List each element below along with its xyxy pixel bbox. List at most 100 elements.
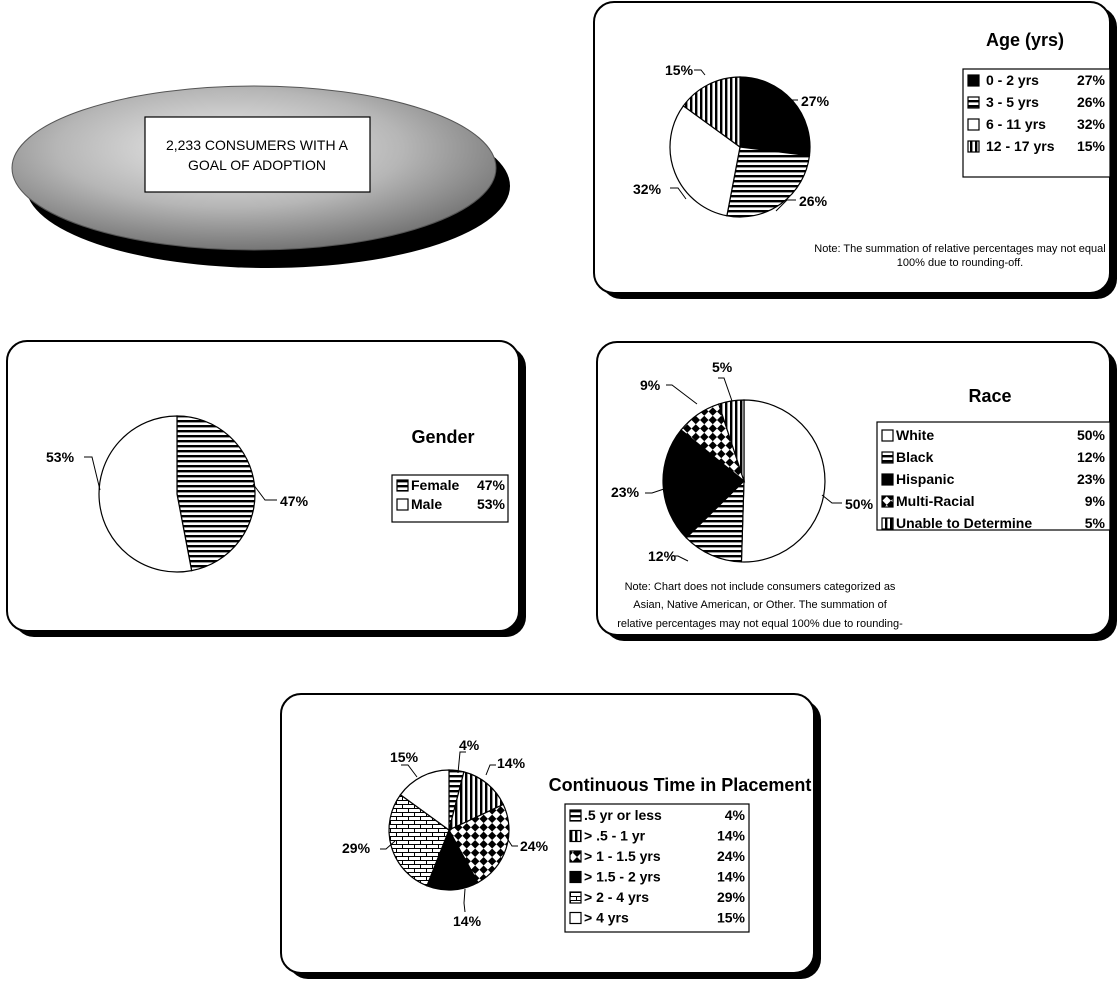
race-legend-name-black: Black (896, 449, 934, 465)
banner: 2,233 CONSUMERS WITH A GOAL OF ADOPTION (11, 85, 510, 268)
race-chart: Race White 50% Black 12% Hispanic 23% Multi-Ra… (611, 359, 1111, 630)
placement-legend-swatch-1-1-5-yrs (569, 850, 582, 863)
gender-legend-name-male: Male (411, 496, 442, 512)
gender-legend (391, 474, 509, 523)
gender-label-male: 53% (46, 449, 75, 465)
placement-legend-value-5-yr-or-less: 4% (725, 807, 746, 823)
placement-legend-name-5-yr-or-less: .5 yr or less (584, 807, 662, 823)
placement-title: Continuous Time in Placement (549, 775, 812, 795)
placement-label-3: 14% (453, 913, 482, 929)
race-slice-black (685, 479, 745, 563)
race-legend-name-hispanic: Hispanic (896, 471, 955, 487)
placement-label-2: 24% (520, 838, 549, 854)
age-label-12-17: 15% (665, 62, 694, 78)
gender-title: Gender (411, 427, 474, 447)
age-legend-value-0-2-yrs: 27% (1077, 72, 1106, 88)
age-label-0-2: 27% (801, 93, 830, 109)
race-legend-value-black: 12% (1077, 449, 1106, 465)
age-legend-swatch-6-11-yrs (967, 118, 980, 131)
race-legend-swatch-hispanic (881, 473, 894, 486)
placement-slice-4-yrs (399, 769, 450, 832)
race-legend-value-white: 50% (1077, 427, 1106, 443)
gender-slice-male (98, 415, 193, 573)
placement-legend-swatch-2-4-yrs (569, 891, 582, 904)
race-legend-swatch-multi-racial (881, 495, 894, 508)
placement-slice-2-4-yrs (388, 793, 450, 887)
age-pie (669, 76, 811, 218)
placement-legend-name-4-yrs: > 4 yrs (584, 910, 629, 926)
age-legend-value-12-17-yrs: 15% (1077, 138, 1106, 154)
race-slice-unable-to-determine (717, 399, 745, 482)
race-pie (662, 399, 826, 563)
placement-slice-1-5-2-yrs (426, 828, 479, 891)
race-slice-hispanic (662, 429, 745, 539)
gender-legend-value-male: 53% (477, 496, 506, 512)
race-legend-name-unable-to-determine: Unable to Determine (896, 515, 1032, 531)
banner-line-1: 2,233 CONSUMERS WITH A (166, 137, 349, 153)
race-legend-items: White 50% Black 12% Hispanic 23% Multi-Racial 9… (881, 427, 1106, 531)
race-legend-value-multi-racial: 9% (1085, 493, 1106, 509)
age-legend-swatch-3-5-yrs (967, 96, 980, 109)
race-legend-value-hispanic: 23% (1077, 471, 1106, 487)
placement-legend-value-1-1-5-yrs: 24% (717, 848, 746, 864)
placement-chart: Continuous Time in Placement .5 yr or le… (342, 737, 812, 933)
placement-legend-value-2-4-yrs: 29% (717, 889, 746, 905)
age-legend-name-0-2-yrs: 0 - 2 yrs (986, 72, 1039, 88)
race-label-unable: 5% (712, 359, 733, 375)
gender-legend-swatch-female (396, 479, 409, 492)
placement-legend (564, 803, 750, 933)
race-note-line-3: relative percentages may not equal 100% … (617, 618, 903, 630)
race-label-black: 12% (648, 548, 677, 564)
gender-pie (98, 415, 256, 573)
age-label-3-5: 26% (799, 193, 828, 209)
race-legend-value-unable-to-determine: 5% (1085, 515, 1106, 531)
gender-chart: Gender Female 47% Male 53% 47% 53% (46, 415, 509, 573)
placement-label-1: 14% (497, 755, 526, 771)
race-legend-name-multi-racial: Multi-Racial (896, 493, 975, 509)
gender-legend-value-female: 47% (477, 477, 506, 493)
banner-box (144, 116, 371, 193)
placement-slice-1-1-5-yrs (448, 803, 510, 884)
placement-slice-5-1-yr (448, 771, 505, 832)
gender-label-female: 47% (280, 493, 309, 509)
placement-legend-value-5-1-yr: 14% (717, 828, 746, 844)
race-legend (876, 421, 1111, 531)
placement-legend-name-1-5-2-yrs: > 1.5 - 2 yrs (584, 869, 661, 885)
placement-legend-value-4-yrs: 15% (717, 910, 746, 926)
age-note-line-1: Note: The summation of relative percenta… (814, 243, 1105, 255)
age-slice-12-17-yrs (682, 76, 741, 149)
age-label-6-11: 32% (633, 181, 662, 197)
age-legend-swatch-12-17-yrs (967, 140, 980, 153)
placement-legend-swatch-1-5-2-yrs (569, 870, 582, 884)
age-note-line-2: 100% due to rounding-off. (897, 257, 1023, 269)
placement-legend-swatch-4-yrs (569, 911, 582, 925)
age-chart: Age (yrs) 0 - 2 yrs 27% 3 - 5 yrs 26% 6 - 11… (633, 30, 1111, 269)
age-slice-0-2-yrs (739, 76, 811, 157)
race-label-hispanic: 23% (611, 484, 640, 500)
race-legend-swatch-white (881, 429, 894, 442)
gender-legend-swatch-male (396, 498, 409, 511)
age-legend-name-3-5-yrs: 3 - 5 yrs (986, 94, 1039, 110)
age-legend-value-3-5-yrs: 26% (1077, 94, 1106, 110)
age-legend-name-12-17-yrs: 12 - 17 yrs (986, 138, 1055, 154)
race-note-line-2: Asian, Native American, or Other. The su… (633, 599, 887, 611)
banner-line-2: GOAL OF ADOPTION (188, 157, 326, 173)
age-legend-value-6-11-yrs: 32% (1077, 116, 1106, 132)
age-title: Age (yrs) (986, 30, 1064, 50)
age-legend (962, 68, 1111, 178)
placement-legend-swatch-5-yr-or-less (569, 809, 582, 822)
race-slice-white (740, 399, 826, 563)
age-legend-items: 0 - 2 yrs 27% 3 - 5 yrs 26% 6 - 11 yrs 32% 12 … (967, 72, 1106, 154)
placement-legend-swatch-5-1-yr (569, 829, 582, 843)
race-legend-swatch-unable-to-determine (881, 517, 894, 530)
gender-legend-name-female: Female (411, 477, 459, 493)
placement-legend-name-5-1-yr: > .5 - 1 yr (584, 828, 646, 844)
placement-label-5: 15% (390, 749, 419, 765)
race-label-white: 50% (845, 496, 874, 512)
placement-legend-name-2-4-yrs: > 2 - 4 yrs (584, 889, 649, 905)
placement-label-4: 29% (342, 840, 371, 856)
placement-legend-value-1-5-2-yrs: 14% (717, 869, 746, 885)
race-title: Race (968, 386, 1011, 406)
